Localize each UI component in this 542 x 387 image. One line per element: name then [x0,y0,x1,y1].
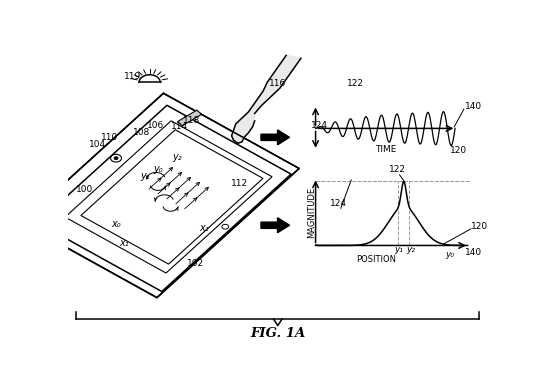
Text: 120: 120 [450,146,467,155]
Text: x₂: x₂ [199,223,209,233]
Text: TIME: TIME [375,145,396,154]
Text: y₂: y₂ [172,152,182,162]
Text: 100: 100 [76,185,93,194]
Text: 140: 140 [464,102,482,111]
Text: y₁: y₁ [394,245,403,254]
Text: 124: 124 [330,199,347,208]
Text: 106: 106 [147,121,165,130]
Polygon shape [177,110,202,126]
Text: 140: 140 [464,248,482,257]
Polygon shape [21,93,299,298]
Polygon shape [231,55,301,143]
Text: 104: 104 [88,140,106,149]
Text: 116: 116 [269,79,286,88]
Text: 102: 102 [188,259,204,269]
Text: POSITION: POSITION [356,255,396,264]
Text: y₂: y₂ [406,245,416,254]
Text: y₀: y₀ [445,250,454,259]
Text: 119: 119 [124,72,141,81]
Text: y₁: y₁ [140,171,150,181]
Text: MAGNITUDE: MAGNITUDE [307,187,316,238]
Text: FIG. 1A: FIG. 1A [250,327,305,340]
Polygon shape [261,130,289,145]
Text: 124: 124 [311,121,328,130]
Circle shape [114,157,118,159]
Text: y₀: y₀ [153,164,163,174]
Text: 108: 108 [133,128,150,137]
Polygon shape [261,218,289,233]
Text: 120: 120 [471,222,488,231]
Text: 122: 122 [389,165,406,175]
Text: 114: 114 [171,122,188,132]
Text: x₀: x₀ [111,219,121,229]
Text: 112: 112 [231,179,249,188]
Text: x₁: x₁ [120,238,130,248]
Text: 118: 118 [183,116,201,125]
Text: 122: 122 [347,79,364,88]
Text: 110: 110 [101,133,118,142]
